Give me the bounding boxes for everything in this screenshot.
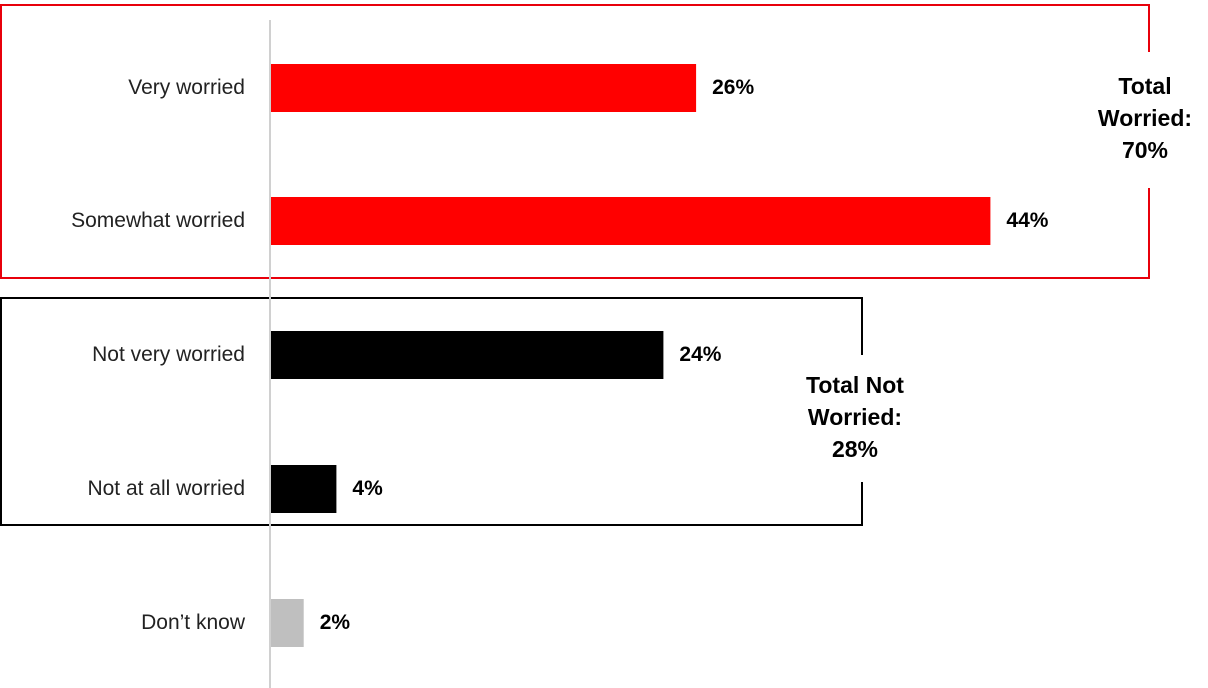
total-worried-line-1: Total (1118, 73, 1172, 99)
total-not-worried-line-3: 28% (831, 436, 879, 462)
bar-don-t-know (271, 599, 304, 647)
total-worried-line-2: Worried: (1097, 105, 1193, 131)
category-label-somewhat-worried: Somewhat worried (71, 209, 245, 232)
value-label-very-worried: 26% (712, 76, 755, 99)
bar-somewhat-worried (271, 197, 991, 245)
total-not-worried-line-1: Total Not (806, 372, 904, 398)
category-label-don-t-know: Don’t know (141, 611, 245, 634)
value-label-somewhat-worried: 44% (1006, 209, 1049, 232)
category-label-not-at-all-worried: Not at all worried (87, 477, 245, 500)
bar-not-very-worried (271, 331, 664, 379)
group-box-worried (0, 4, 1150, 279)
total-worried-label: Total Worried: 70% (1085, 70, 1205, 166)
category-label-very-worried: Very worried (128, 76, 245, 99)
total-worried-line-3: 70% (1121, 137, 1169, 163)
total-not-worried-label: Total Not Worried: 28% (780, 369, 930, 465)
group-box-not-worried (0, 297, 863, 526)
bar-very-worried (271, 64, 697, 112)
value-label-not-at-all-worried: 4% (352, 477, 383, 500)
value-label-not-very-worried: 24% (679, 343, 722, 366)
value-label-don-t-know: 2% (319, 611, 351, 634)
total-not-worried-line-2: Worried: (807, 404, 903, 430)
bar-not-at-all-worried (271, 465, 337, 513)
category-label-not-very-worried: Not very worried (92, 343, 245, 366)
